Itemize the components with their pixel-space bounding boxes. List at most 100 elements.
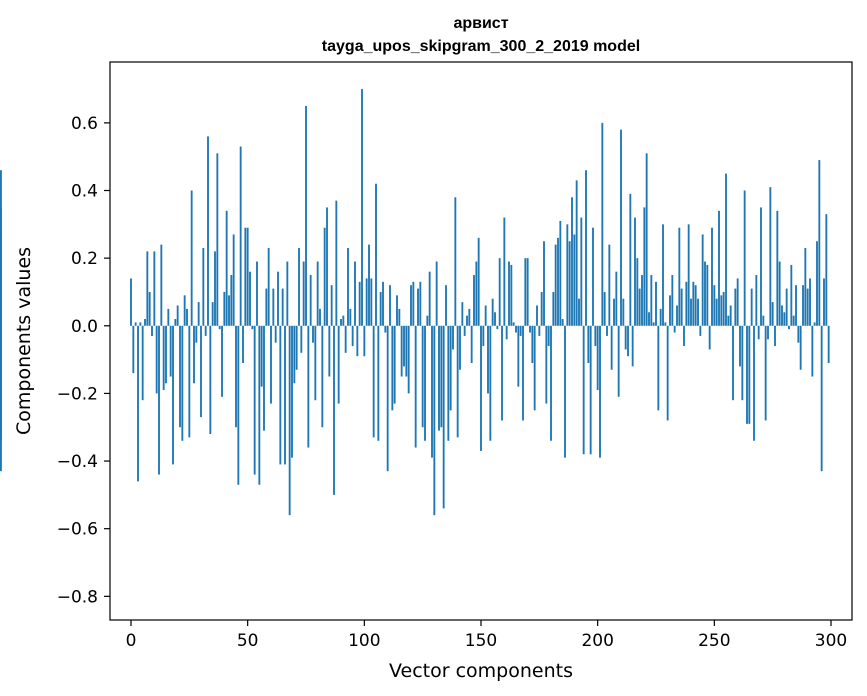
bar — [515, 325, 517, 333]
bar — [823, 278, 825, 326]
bar — [482, 325, 485, 347]
bar — [323, 227, 326, 326]
y-tick-label: 0.2 — [71, 249, 98, 269]
bar — [253, 325, 256, 475]
bar — [524, 258, 527, 326]
bar — [589, 325, 592, 455]
bar — [720, 295, 723, 326]
bar — [398, 308, 401, 326]
bar — [347, 248, 349, 326]
bar — [326, 207, 328, 326]
bar — [636, 258, 639, 326]
bar — [547, 325, 550, 347]
bar — [195, 325, 198, 343]
bar — [699, 325, 702, 336]
bar — [302, 261, 305, 326]
bar — [601, 122, 604, 326]
bar — [417, 288, 419, 326]
bar — [727, 315, 730, 326]
bar — [218, 325, 221, 330]
x-tick-label: 50 — [237, 631, 259, 651]
bar — [235, 325, 237, 428]
bar — [776, 210, 779, 326]
bar — [209, 325, 212, 434]
bar — [377, 325, 380, 441]
bar — [137, 325, 139, 482]
bar — [519, 325, 522, 336]
bar — [279, 325, 282, 465]
bar — [197, 302, 200, 326]
bar — [475, 261, 478, 326]
bar — [277, 271, 279, 326]
bar — [603, 291, 606, 326]
bar — [454, 197, 457, 326]
bar — [540, 291, 543, 326]
bar — [760, 207, 762, 326]
bar — [295, 325, 298, 370]
bar — [141, 325, 144, 401]
bar — [340, 319, 342, 326]
bar — [207, 136, 209, 326]
bar — [162, 325, 165, 391]
bar — [211, 302, 214, 326]
bar — [771, 302, 774, 326]
bar — [781, 305, 783, 326]
bar — [167, 308, 170, 326]
bar — [669, 295, 671, 326]
bar — [151, 325, 153, 336]
bar — [361, 89, 363, 326]
bar — [788, 325, 790, 330]
bar — [701, 234, 704, 326]
y-tick-label: −0.8 — [57, 587, 98, 607]
bar — [613, 298, 615, 326]
bar — [715, 298, 718, 326]
bar — [529, 325, 531, 333]
bar — [349, 308, 352, 326]
bar — [690, 298, 692, 326]
bar — [622, 298, 625, 326]
bar — [461, 302, 464, 326]
bar — [708, 325, 711, 350]
bar — [683, 325, 685, 347]
bar — [384, 325, 387, 333]
x-tick-label: 200 — [581, 631, 613, 651]
bar — [0, 325, 2, 380]
bar — [508, 261, 510, 326]
bar — [617, 325, 620, 397]
x-tick-label: 150 — [465, 631, 497, 651]
bar — [284, 325, 286, 465]
bar — [424, 325, 426, 441]
bar — [676, 305, 678, 326]
bar — [274, 325, 277, 343]
x-axis-label: Vector components — [389, 660, 573, 682]
bar — [358, 281, 361, 326]
bar — [431, 325, 433, 458]
bar — [237, 325, 240, 485]
bar — [146, 251, 149, 326]
chart-subtitle: tayga_upos_skipgram_300_2_2019 model — [322, 38, 640, 55]
bar — [750, 288, 753, 326]
bar — [158, 325, 160, 475]
bar — [328, 325, 331, 377]
y-axis-ticks: −0.8 −0.6 −0.4 −0.2 0.0 0.2 0.4 0.6 — [57, 114, 110, 607]
bar — [291, 325, 293, 458]
bar — [221, 325, 223, 397]
bar — [489, 325, 492, 441]
bar — [769, 187, 772, 326]
bar — [155, 325, 158, 394]
bar — [412, 281, 415, 326]
bar — [587, 325, 590, 363]
bar — [386, 325, 389, 472]
bar — [300, 325, 303, 353]
bar — [272, 288, 275, 326]
bar — [578, 298, 580, 326]
bar — [228, 295, 230, 326]
bar — [517, 325, 520, 387]
bar — [242, 325, 244, 363]
bar — [648, 312, 650, 326]
bar — [419, 281, 422, 326]
bar — [354, 261, 356, 326]
bar — [449, 325, 452, 411]
bar — [232, 234, 235, 326]
bar — [641, 275, 643, 326]
